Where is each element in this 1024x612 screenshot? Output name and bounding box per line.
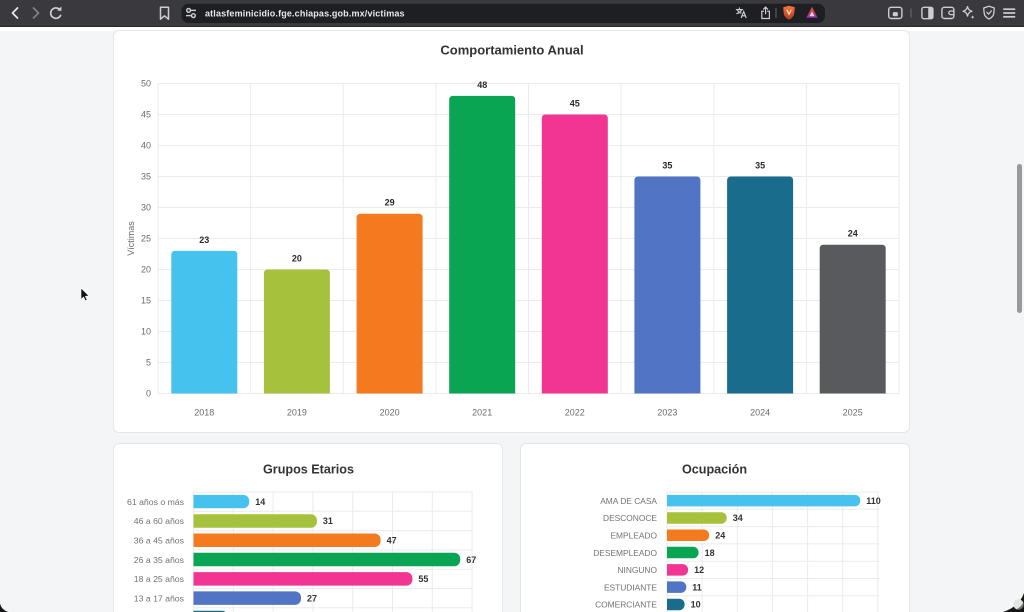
svg-text:18 a 25 años: 18 a 25 años (134, 574, 185, 584)
svg-text:24: 24 (715, 531, 725, 541)
svg-text:61 años o más: 61 años o más (127, 497, 185, 507)
svg-text:50: 50 (141, 79, 151, 89)
svg-text:2024: 2024 (750, 408, 770, 418)
svg-text:COMERCIANTE: COMERCIANTE (595, 600, 657, 610)
svg-text:10: 10 (691, 600, 701, 610)
svg-text:26 a 35 años: 26 a 35 años (134, 555, 185, 565)
svg-text:15: 15 (141, 296, 151, 306)
svg-text:35: 35 (141, 172, 151, 182)
svg-text:Grupos Etarios: Grupos Etarios (263, 463, 354, 477)
svg-text:47: 47 (387, 536, 397, 546)
svg-text:2021: 2021 (472, 408, 492, 418)
svg-text:2025: 2025 (843, 408, 863, 418)
svg-text:34: 34 (733, 513, 743, 523)
svg-text:18: 18 (705, 548, 715, 558)
svg-text:11: 11 (692, 582, 702, 592)
svg-text:Comportamiento Anual: Comportamiento Anual (440, 43, 583, 58)
svg-text:67: 67 (466, 555, 476, 565)
svg-text:36 a 45 años: 36 a 45 años (134, 536, 185, 546)
svg-text:29: 29 (385, 198, 395, 208)
svg-text:35: 35 (662, 161, 672, 171)
svg-text:AMA DE CASA: AMA DE CASA (600, 496, 657, 506)
svg-text:23: 23 (199, 235, 209, 245)
svg-text:2022: 2022 (565, 408, 585, 418)
svg-text:DESEMPLEADO: DESEMPLEADO (593, 548, 657, 558)
svg-text:2023: 2023 (657, 408, 677, 418)
svg-text:12: 12 (694, 565, 704, 575)
svg-text:10: 10 (141, 327, 151, 337)
svg-text:110: 110 (866, 496, 881, 506)
svg-text:20: 20 (292, 254, 302, 264)
svg-text:EMPLEADO: EMPLEADO (610, 531, 657, 541)
svg-text:35: 35 (755, 161, 765, 171)
svg-text:14: 14 (255, 497, 265, 507)
svg-text:5: 5 (146, 358, 151, 368)
svg-text:25: 25 (141, 234, 151, 244)
svg-text:2018: 2018 (194, 408, 214, 418)
svg-text:0: 0 (146, 389, 151, 399)
svg-text:DESCONOCE: DESCONOCE (603, 513, 657, 523)
svg-text:27: 27 (307, 593, 317, 603)
svg-text:ESTUDIANTE: ESTUDIANTE (604, 582, 657, 592)
svg-text:atlasfeminicidio.fge.chiapas.g: atlasfeminicidio.fge.chiapas.gob.mx/vict… (205, 9, 405, 19)
svg-text:Víctimas: Víctimas (126, 221, 136, 256)
svg-text:55: 55 (418, 574, 428, 584)
svg-text:31: 31 (323, 516, 333, 526)
svg-text:45: 45 (141, 110, 151, 120)
svg-text:30: 30 (141, 203, 151, 213)
svg-text:2020: 2020 (380, 408, 400, 418)
svg-text:46 a 60 años: 46 a 60 años (134, 516, 185, 526)
svg-text:Ocupación: Ocupación (682, 463, 747, 477)
svg-text:NINGUNO: NINGUNO (617, 565, 657, 575)
svg-text:24: 24 (848, 229, 858, 239)
svg-text:2019: 2019 (287, 408, 307, 418)
svg-text:48: 48 (477, 80, 487, 90)
svg-text:13 a 17 años: 13 a 17 años (134, 593, 185, 603)
svg-text:20: 20 (141, 265, 151, 275)
svg-text:40: 40 (141, 141, 151, 151)
svg-text:45: 45 (570, 99, 580, 109)
